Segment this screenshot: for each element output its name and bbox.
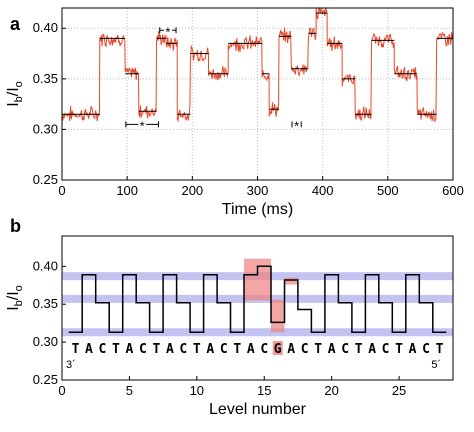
sequence-letter-12: T [233, 342, 241, 357]
level-band-2 [62, 328, 453, 337]
sequence-letter-11: C [220, 342, 228, 357]
panel-a-grid [62, 8, 453, 181]
panel-a-y-axis-label: Ib/Io [5, 81, 25, 107]
panel-b-x-tick-label: 5 [126, 383, 133, 398]
panel-b-trace [68, 265, 447, 334]
panel-b-y-ticks: 0.25 0.30 0.35 0.40 [33, 258, 66, 387]
sequence-letter-15: G [274, 342, 282, 357]
annotation-bg-2 [292, 119, 301, 130]
sequence-letter-0: T [72, 342, 80, 357]
panel-b-x-tick-label: 15 [257, 383, 271, 398]
sequence-letter-10: A [206, 342, 214, 357]
panel-b-x-ticks: 0 5 10 15 20 25 [58, 376, 406, 398]
sequence-letter-13: A [247, 342, 255, 357]
sequence-letter-19: A [328, 342, 336, 357]
panel-a-x-axis-label: Time (ms) [222, 201, 293, 218]
sequence-letter-9: T [193, 342, 201, 357]
panel-a-y-tick-label: 0.40 [33, 20, 58, 35]
panel-a-x-tick-label: 0 [58, 183, 65, 198]
sequence-letter-17: C [301, 342, 309, 357]
panel-b-frame [61, 235, 454, 381]
sequence-letter-14: C [260, 342, 268, 357]
panel-b-y-tick-label: 0.25 [33, 372, 58, 387]
panel-b-ylabel-mid: /I [5, 291, 22, 300]
panel-b-ylabel-main: I [5, 306, 22, 310]
sequence-letter-3: T [112, 342, 120, 357]
panel-a-label: a [10, 14, 21, 34]
panel-b-x-tick-label: 20 [324, 383, 338, 398]
panel-a-x-tick-label: 200 [181, 183, 203, 198]
panel-a-x-tick-label: 400 [312, 183, 334, 198]
sequence-letter-21: T [355, 342, 363, 357]
sequence-letter-25: A [409, 342, 417, 357]
panel-b-level-trace [68, 265, 447, 334]
panel-a-x-tick-label: 100 [116, 183, 138, 198]
sequence-letter-2: C [99, 342, 107, 357]
panel-b-y-axis-label: Ib/Io [5, 285, 25, 311]
panel-a-annotations: * * * [125, 24, 302, 133]
panel-a-ylabel-mid: /I [5, 87, 22, 96]
panel-a: a *** 0 100 200 300 400 500 600 0.250.300.350.… [5, 6, 464, 218]
panel-b-y-tick-label: 0.30 [33, 334, 58, 349]
sequence-letter-4: A [125, 342, 133, 357]
mismatch-highlight-1 [270, 299, 285, 333]
sequence-letter-26: C [422, 342, 430, 357]
panel-b-x-axis-label: Level number [209, 401, 307, 418]
annotation-bg-1 [163, 25, 172, 36]
sequence-letter-6: T [152, 342, 160, 357]
sequence-5-prime-label: 5´ [431, 359, 441, 371]
sequence-letter-16: A [287, 342, 295, 357]
panel-a-x-tick-label: 500 [377, 183, 399, 198]
sequence-letter-5: C [139, 342, 147, 357]
panel-b-x-tick-label: 10 [190, 383, 204, 398]
panel-b-ylabel-sub2: o [13, 285, 25, 291]
sequence-letter-18: T [314, 342, 322, 357]
sequence-3-prime-label: 3´ [66, 359, 76, 371]
panel-b-y-tick-label: 0.35 [33, 296, 58, 311]
panel-a-x-tick-label: 600 [442, 183, 464, 198]
panel-b-ylabel-sub1: b [13, 300, 25, 306]
panel-a-y-tick-label: 0.25 [33, 172, 58, 187]
annotation-star-1: * [165, 24, 170, 39]
panel-a-x-tick-label: 300 [247, 183, 269, 198]
sequence-letter-22: A [368, 342, 376, 357]
sequence-letter-7: A [166, 342, 174, 357]
sequence-letter-1: A [85, 342, 93, 357]
sequence-letter-27: T [436, 342, 444, 357]
sequence-letter-20: C [341, 342, 349, 357]
annotation-bg-0 [138, 119, 147, 130]
mismatch-highlight-2 [284, 277, 298, 285]
sequence-letter-23: C [382, 342, 390, 357]
panel-a-ylabel-sub1: b [13, 96, 25, 102]
sequence-highlight-box [272, 341, 283, 355]
panel-a-levels [62, 12, 453, 115]
panel-a-ylabel-sub2: o [13, 81, 25, 87]
panel-a-y-tick-label: 0.35 [33, 71, 58, 86]
panel-a-y-tick-label: 0.30 [33, 121, 58, 136]
panel-a-trace [61, 6, 453, 123]
panel-b-label: b [10, 216, 21, 236]
panel-b-x-tick-label: 0 [58, 383, 65, 398]
panel-a-current-trace [61, 6, 453, 123]
panel-a-frame [61, 7, 454, 181]
panel-a-ylabel-main: I [5, 102, 22, 106]
panel-b-x-tick-label: 25 [392, 383, 406, 398]
panel-a-y-ticks: 0.25 0.30 0.35 0.40 [33, 20, 66, 187]
sequence-letter-24: T [395, 342, 403, 357]
panel-b-y-tick-label: 0.40 [33, 258, 58, 273]
annotation-star-0: * [140, 118, 145, 133]
sequence-letter-8: C [179, 342, 187, 357]
mismatch-highlight-0 [244, 258, 271, 301]
annotation-star-2: * [294, 118, 299, 133]
panel-a-x-ticks: 0 100 200 300 400 500 600 [58, 176, 464, 198]
